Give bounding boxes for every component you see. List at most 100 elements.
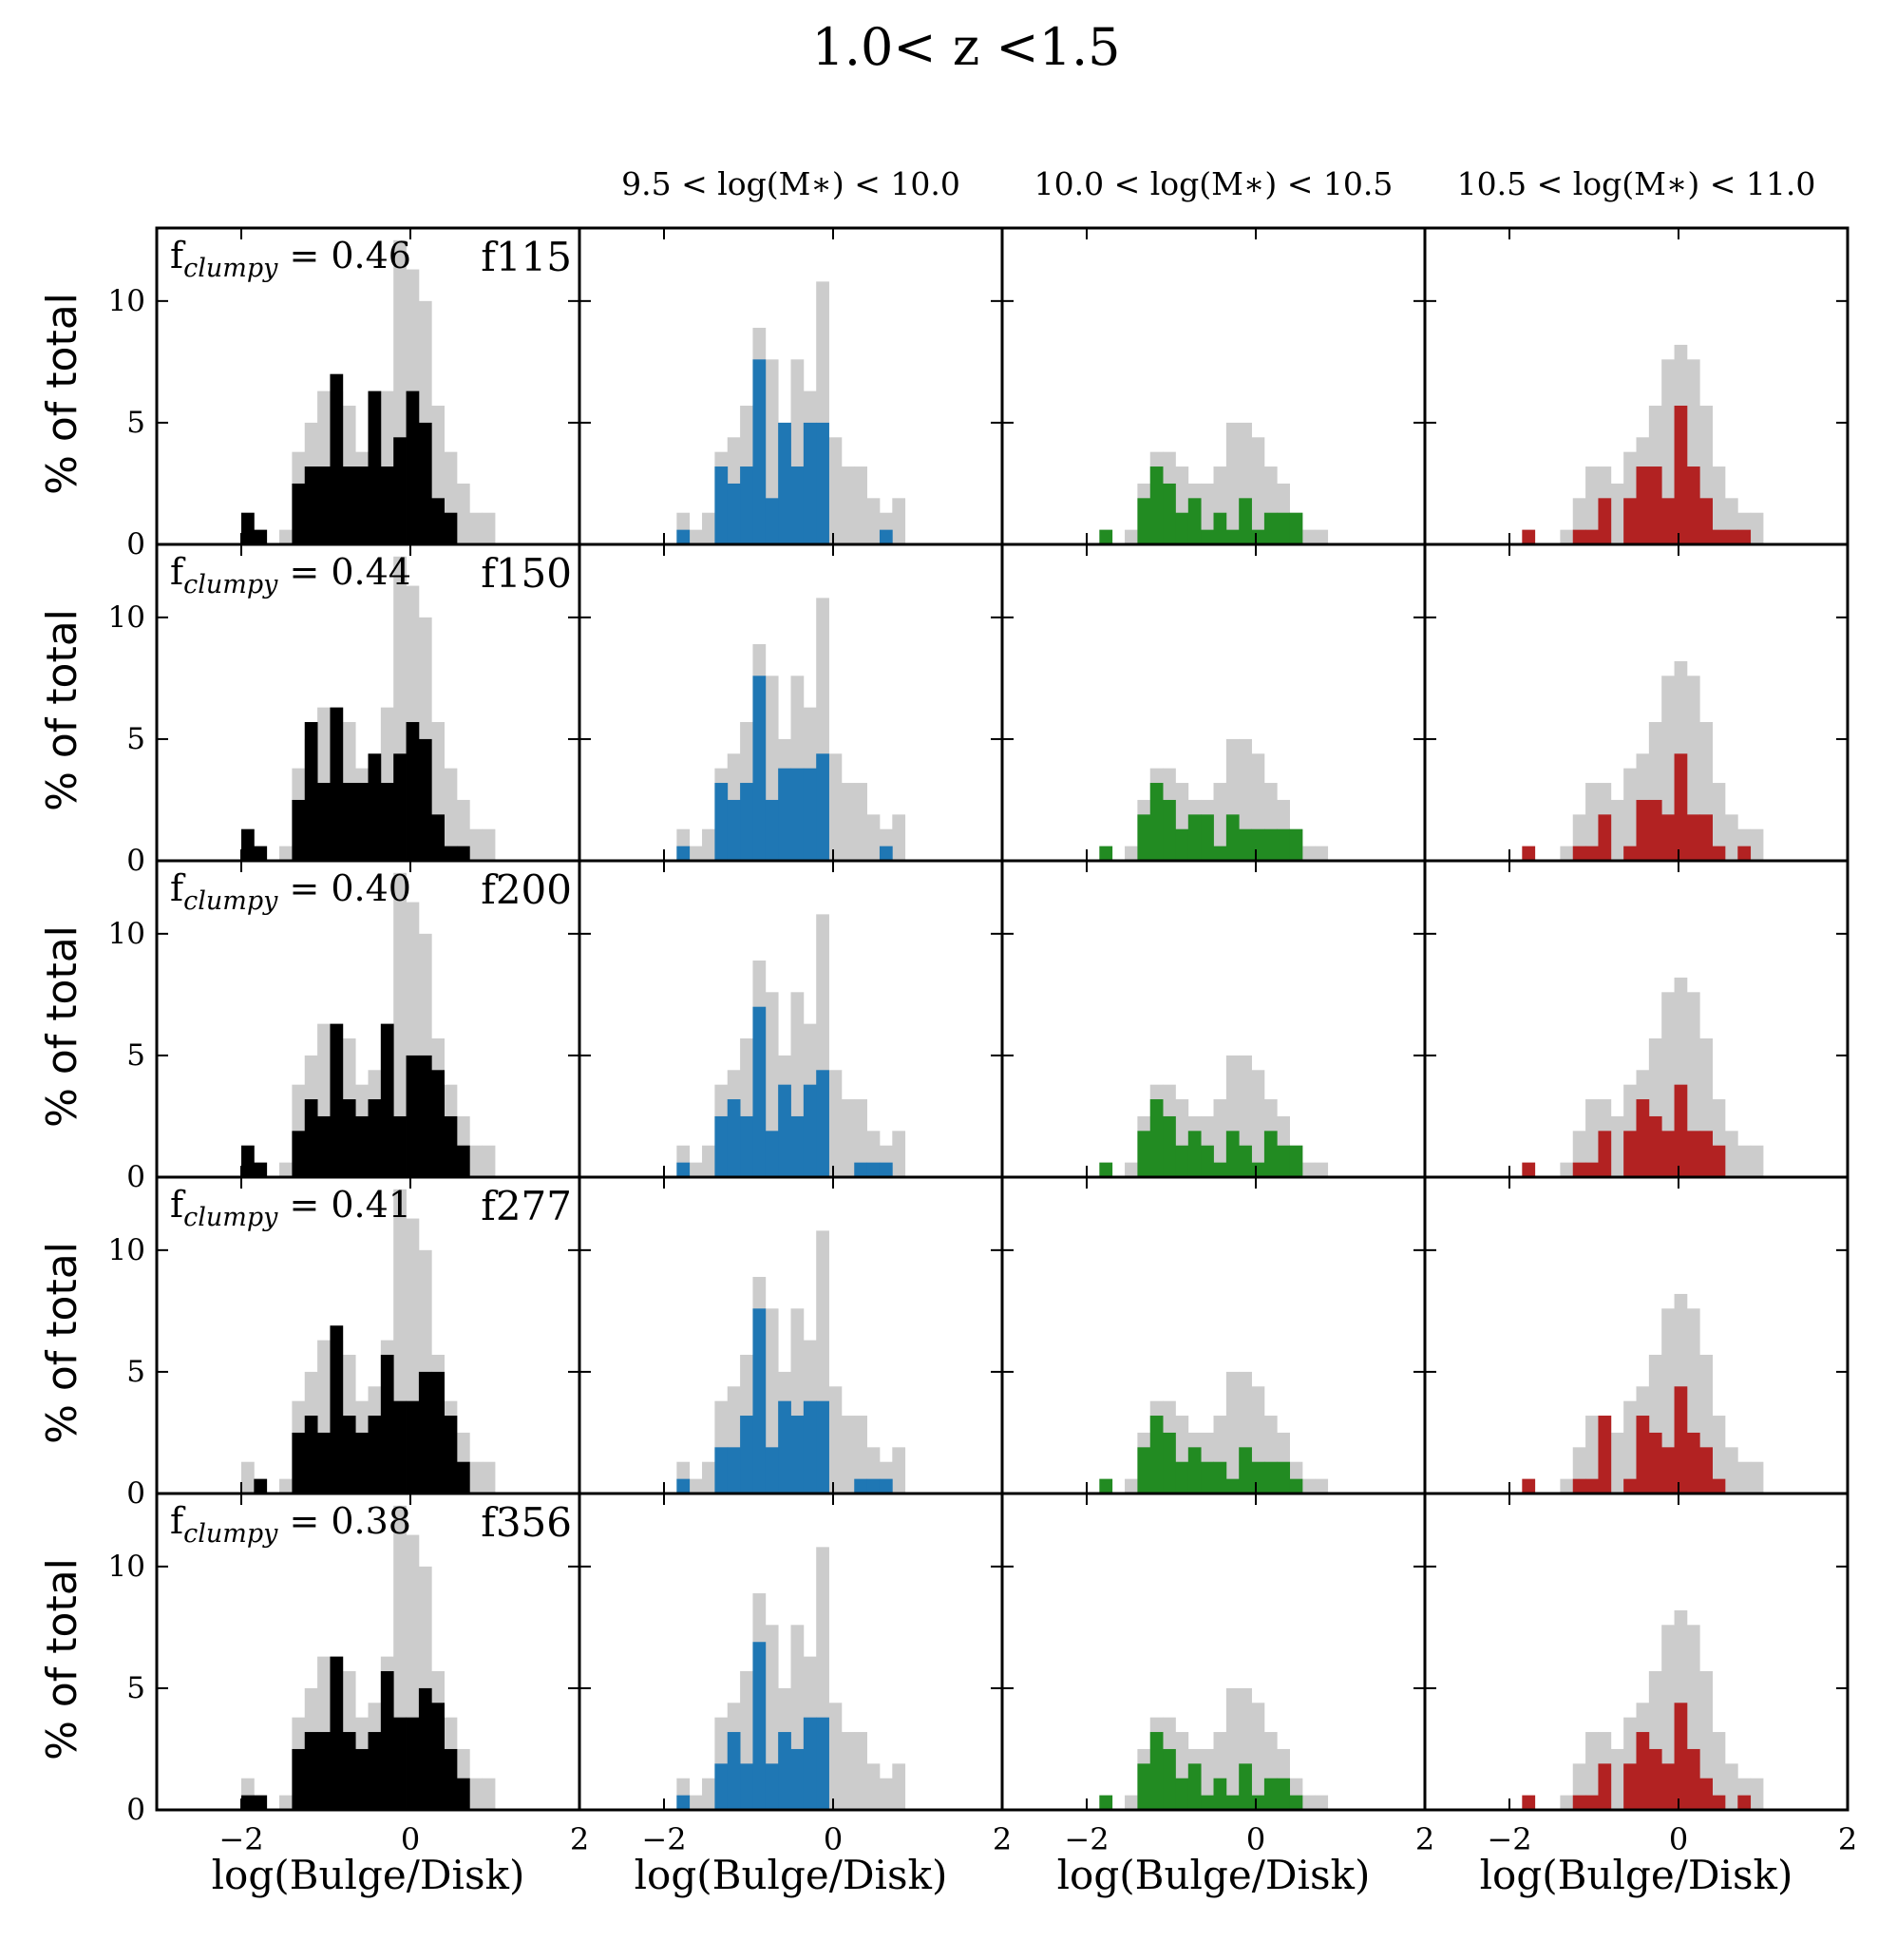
histogram-bar bbox=[355, 1432, 369, 1494]
histogram-bar bbox=[1648, 799, 1662, 861]
background-bar bbox=[482, 512, 496, 544]
histogram-bar bbox=[406, 1717, 420, 1810]
histogram-bar bbox=[1175, 1778, 1189, 1810]
histogram-bar bbox=[317, 466, 331, 544]
histogram-bar bbox=[1572, 1162, 1586, 1177]
background-bar bbox=[1610, 1115, 1624, 1177]
histogram-bar bbox=[866, 1478, 881, 1494]
histogram-bar bbox=[1289, 828, 1303, 861]
histogram-bar bbox=[1572, 1478, 1586, 1494]
histogram-bar bbox=[406, 1055, 420, 1177]
background-bar bbox=[702, 1461, 715, 1494]
histogram-bar bbox=[879, 1162, 893, 1177]
histogram-bar bbox=[1661, 498, 1675, 544]
histogram-bar bbox=[1648, 1432, 1662, 1494]
background-bar bbox=[1610, 799, 1624, 861]
histogram-bar bbox=[254, 1478, 268, 1494]
histogram-bar bbox=[1225, 1131, 1240, 1177]
histogram-bar bbox=[1623, 846, 1637, 861]
histogram-bar bbox=[1175, 1461, 1189, 1494]
histogram-bar bbox=[727, 1447, 741, 1494]
histogram-bar bbox=[1598, 498, 1612, 544]
histogram-bar bbox=[342, 1416, 356, 1494]
f-clumpy-annotation: fclumpy = 0.38 bbox=[170, 1500, 411, 1549]
histogram-bar bbox=[1201, 529, 1214, 544]
histogram-bar bbox=[1137, 1131, 1151, 1177]
background-bar bbox=[469, 1145, 484, 1177]
x-axis-label: log(Bulge/Disk) bbox=[212, 1852, 525, 1898]
y-axis-label: % of total bbox=[38, 1558, 86, 1760]
histogram-bar bbox=[1225, 529, 1240, 544]
histogram-bar bbox=[727, 1732, 741, 1810]
histogram-bar bbox=[1661, 814, 1675, 861]
histogram-bar bbox=[330, 1656, 344, 1810]
histogram-bar bbox=[1522, 1478, 1536, 1494]
y-axis-label: % of total bbox=[38, 925, 86, 1128]
histogram-bar bbox=[778, 1084, 791, 1177]
histogram-bar bbox=[1175, 1145, 1189, 1177]
histogram-bar bbox=[1522, 529, 1536, 544]
background-bar bbox=[1750, 828, 1764, 861]
background-bar bbox=[1201, 1748, 1214, 1810]
panel-f200-col0: fclumpy = 0.40 f200 bbox=[155, 859, 581, 1179]
histogram-bar bbox=[1201, 1461, 1214, 1494]
histogram-bar bbox=[1137, 1447, 1151, 1494]
background-bar bbox=[1610, 483, 1624, 544]
histogram-bar bbox=[1661, 1763, 1675, 1810]
histogram-bar bbox=[1686, 1432, 1700, 1494]
x-axis-label: log(Bulge/Disk) bbox=[1057, 1852, 1371, 1898]
histogram-bar bbox=[317, 1432, 331, 1494]
panel-f356-col3: −2 0 2 bbox=[1423, 1492, 1857, 1857]
histogram-bar bbox=[1099, 1162, 1113, 1177]
histogram-bar bbox=[879, 1478, 893, 1494]
histogram-bar bbox=[330, 707, 344, 861]
histogram-bar bbox=[254, 846, 268, 861]
histogram-bar bbox=[1213, 512, 1227, 544]
histogram-bar bbox=[1239, 1447, 1252, 1494]
histogram-bar bbox=[1648, 1748, 1662, 1810]
histogram-bar bbox=[292, 1432, 306, 1494]
background-bar bbox=[689, 1795, 703, 1810]
histogram-bar bbox=[304, 1099, 318, 1177]
histogram-bar bbox=[1661, 1447, 1675, 1494]
histogram-bar bbox=[431, 498, 445, 544]
filter-label: f150 bbox=[481, 550, 572, 597]
histogram-bar bbox=[1187, 1131, 1202, 1177]
mass-bin-header-1: 9.5 < log(M∗) < 10.0 bbox=[621, 165, 960, 202]
y-tick-label: 10 bbox=[108, 1550, 145, 1584]
histogram-bar bbox=[304, 466, 318, 544]
histogram-bar bbox=[752, 1006, 767, 1177]
background-bar bbox=[841, 1099, 855, 1177]
histogram-bar bbox=[1737, 529, 1752, 544]
background-bar bbox=[1750, 1461, 1764, 1494]
histogram-bar bbox=[1674, 405, 1688, 544]
histogram-bar bbox=[1737, 846, 1752, 861]
background-bar bbox=[469, 828, 484, 861]
background-bar bbox=[854, 466, 867, 544]
histogram-bar bbox=[765, 498, 779, 544]
y-axis-labels: % of total % of total % of total % of total… bbox=[38, 293, 86, 1760]
filter-label: f277 bbox=[481, 1183, 572, 1229]
histogram-bar bbox=[1712, 529, 1726, 544]
histogram-bar bbox=[816, 1400, 829, 1494]
histogram-bar bbox=[406, 390, 420, 544]
histogram-bar bbox=[1674, 1386, 1688, 1494]
background-bar bbox=[279, 846, 293, 861]
histogram-bar bbox=[1636, 799, 1650, 861]
histogram-bar bbox=[816, 1717, 829, 1810]
panel-f277-col1 bbox=[578, 1175, 1004, 1495]
background-bar bbox=[444, 768, 458, 861]
background-bar bbox=[456, 799, 470, 861]
histogram-bar bbox=[727, 1099, 741, 1177]
histogram-bar bbox=[355, 466, 369, 544]
histogram-bar bbox=[1712, 1795, 1726, 1810]
histogram-bar bbox=[803, 1400, 817, 1494]
background-bar bbox=[702, 512, 715, 544]
histogram-bar bbox=[444, 1748, 458, 1810]
histogram-bar bbox=[342, 1099, 356, 1177]
background-bar bbox=[841, 1416, 855, 1494]
x-tick-label: 2 bbox=[993, 1821, 1012, 1857]
histogram-bar bbox=[727, 483, 741, 544]
histogram-bar bbox=[393, 1115, 407, 1177]
background-bar bbox=[892, 498, 906, 544]
